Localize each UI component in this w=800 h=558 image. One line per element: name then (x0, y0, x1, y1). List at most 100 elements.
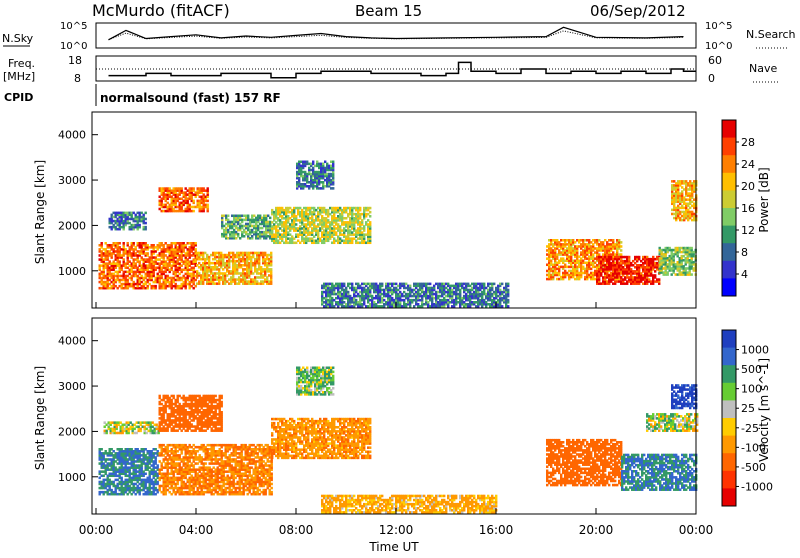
noise-left-tick-bottom: 10^0 (60, 41, 87, 52)
ytick-label: 3000 (58, 174, 86, 187)
heat-cell (295, 223, 297, 226)
heat-cell (193, 200, 195, 203)
freq-panel: Freq. [MHz] 18 8 60 0 Nave (3, 54, 780, 85)
freq-left-label-1: Freq. (8, 57, 35, 70)
freq-right-tick-bottom: 0 (708, 72, 715, 85)
heat-cell (507, 289, 509, 292)
noise-right-label: N.Search (746, 28, 796, 41)
heat-cell (620, 249, 622, 252)
noise-right-tick-bottom: 10^0 (705, 41, 732, 52)
heat-cell (123, 258, 125, 261)
heat-cell (119, 242, 121, 245)
colorbar-segment (722, 190, 736, 208)
colorbar-tick-label: 24 (741, 158, 755, 171)
heat-cell (227, 215, 229, 218)
heat-cell (312, 161, 314, 164)
heat-cell (381, 283, 383, 286)
heat-cell (691, 247, 693, 250)
heat-cell (193, 210, 195, 213)
heat-cell (195, 285, 197, 288)
heat-cell (507, 305, 509, 308)
heat-cell (628, 256, 630, 259)
heat-cell (493, 283, 495, 286)
heat-cell (145, 222, 147, 225)
ytick-label: 1000 (58, 265, 86, 278)
velocity-heatmap (99, 367, 699, 514)
heat-cell (195, 242, 197, 245)
heat-cell (691, 273, 693, 276)
noise-right-tick-top: 10^5 (705, 21, 732, 32)
power-heatmap (99, 161, 698, 308)
heat-cell (638, 256, 640, 259)
heat-cell (207, 200, 209, 203)
heat-cell (620, 241, 622, 244)
cpid-label: CPID (4, 91, 33, 104)
heat-cell (193, 187, 195, 190)
beam-title: Beam 15 (355, 2, 422, 20)
heat-cell (332, 161, 334, 164)
heat-cell (145, 226, 147, 229)
colorbar-tick-label: 16 (741, 202, 755, 215)
date-title: 06/Sep/2012 (590, 2, 686, 20)
colorbar-segment (722, 243, 736, 261)
cpid-text: normalsound (fast) 157 RF (100, 91, 281, 105)
heat-cell (369, 221, 371, 224)
heat-cell (332, 187, 334, 190)
heat-cell (501, 283, 503, 286)
heat-cell (351, 283, 353, 286)
colorbar-segment (722, 173, 736, 191)
heat-cell (409, 285, 411, 288)
heat-cell (369, 207, 371, 210)
heat-cell (195, 248, 197, 251)
noise-left-label: N.Sky (2, 32, 34, 45)
heat-cell (270, 252, 272, 255)
heat-cell (145, 212, 147, 215)
freq-left-label-2: [MHz] (3, 70, 35, 83)
heat-cell (195, 279, 197, 282)
heat-cell (207, 187, 209, 190)
noise-panel: N.Sky 10^5 10^0 10^5 10^0 N.Search (2, 21, 796, 52)
heat-cell (247, 215, 249, 218)
heat-cell (237, 233, 239, 236)
station-title: McMurdo (fitACF) (92, 1, 230, 20)
heat-cell (155, 285, 157, 288)
heat-cell (207, 204, 209, 207)
heat-cell (507, 299, 509, 302)
ytick-label: 2000 (58, 219, 86, 232)
heat-cell (658, 278, 660, 281)
heat-cell (654, 274, 656, 277)
heat-cell (501, 305, 503, 308)
colorbar-tick-label: 28 (741, 136, 755, 149)
heat-cell (145, 218, 147, 221)
power-colorbar: 28 24 20 16 12 8 4 (722, 120, 755, 297)
heat-cell (369, 215, 371, 218)
colorbar-segment (722, 261, 736, 279)
heat-cell (101, 448, 103, 451)
colorbar-segment (722, 120, 736, 138)
heat-cell (147, 252, 149, 255)
freq-left-tick-top: 18 (68, 54, 82, 67)
heat-cell (119, 260, 121, 263)
colorbar-tick-label: 4 (741, 268, 748, 281)
ytick-label: 4000 (58, 129, 86, 142)
heat-cell (269, 217, 271, 220)
colorbar-segment (722, 208, 736, 226)
colorbar-tick-label: 8 (741, 246, 748, 259)
heat-cell (598, 278, 600, 281)
heat-cell (343, 283, 345, 286)
colorbar-tick-label: 20 (741, 180, 755, 193)
freq-series (109, 62, 697, 77)
heat-cell (620, 253, 622, 256)
heat-cell (133, 242, 135, 245)
colorbar-segment (722, 155, 736, 173)
heat-cell (347, 291, 349, 294)
heat-cell (620, 245, 622, 248)
heat-cell (429, 283, 431, 286)
colorbar-tick-label: 12 (741, 224, 755, 237)
heat-cell (139, 224, 141, 227)
freq-right-tick-top: 60 (708, 54, 722, 67)
heat-cell (181, 187, 183, 190)
